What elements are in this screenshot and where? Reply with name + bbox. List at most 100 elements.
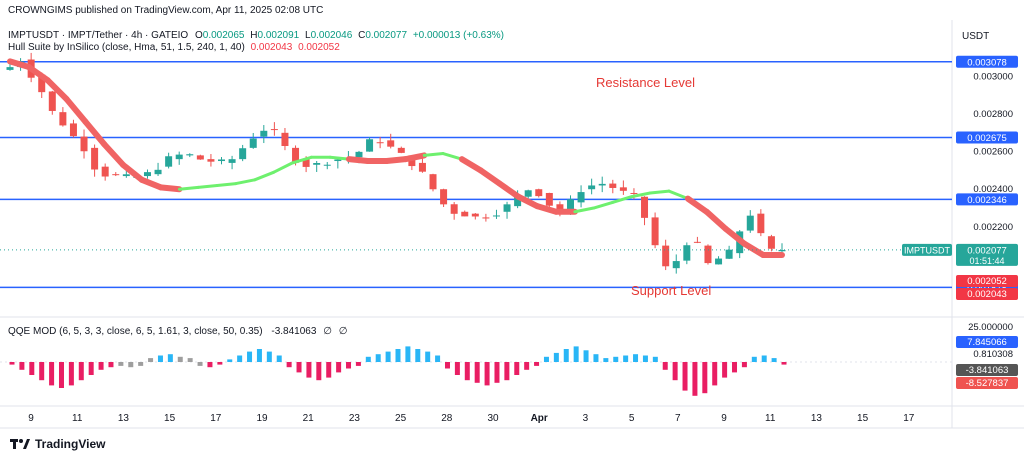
qqe-bar [187,358,193,362]
hull-segment [7,58,32,71]
price-tick-label: 0.003000 [973,71,1013,82]
qqe-value-tag [956,336,1018,348]
candle-body [196,155,204,160]
hull-segment [44,77,70,102]
hull-segment [234,178,257,186]
candle-body [313,162,321,165]
candle-body [524,190,532,197]
tradingview-brand[interactable]: TradingView [10,437,105,451]
candle-body [38,74,46,93]
symbol-name: IMPTUSDT · IMPT/Tether · 4h · GATEIO [8,30,189,41]
qqe-bar [148,358,154,362]
countdown-label: 01:51:44 [969,256,1004,266]
hull-indicator-line[interactable]: Hull Suite by InSilico (close, Hma, 51, … [8,42,340,53]
qqe-bar [355,362,361,366]
qqe-bar [682,362,688,391]
hull-segment [722,225,748,247]
hull-segment [458,156,484,174]
hull-price-tag [956,275,1018,287]
qqe-value-label: -3.841063 [966,365,1009,376]
qqe-bar [702,362,708,394]
candle-body [281,132,289,147]
candle-body [471,213,479,217]
ohlc-h: 0.002091 [257,30,300,41]
qqe-bar [29,362,35,375]
qqe-bar [256,349,262,362]
candle-body [59,112,67,126]
time-tick-label: 3 [583,413,589,424]
candle-body [767,236,775,249]
candle-body [429,174,437,190]
currency-label[interactable]: USDT [962,31,990,42]
time-tick-label: 9 [28,413,34,424]
candle-body [503,204,511,212]
candle-body [122,174,130,177]
hull-segment [422,152,445,157]
hull-segment [534,203,560,215]
qqe-bar [712,362,718,386]
hull-segment [157,184,183,193]
qqe-bar [167,354,173,362]
hull-segment [441,152,464,161]
qqe-bar [722,362,728,378]
candle-body [651,217,659,246]
qqe-tick-label: 25.000000 [968,322,1013,333]
ohlc-o: 0.002065 [202,30,245,41]
tradingview-brand-text: TradingView [35,437,106,451]
qqe-bar [68,362,74,386]
qqe-na-1: ∅ [323,326,332,337]
qqe-bar [217,362,223,365]
price-tick-label: 0.002600 [973,147,1013,158]
candle-body [598,183,606,186]
qqe-bar [672,362,678,381]
candle-body [619,187,627,191]
qqe-bar [207,362,213,368]
hull-segment [573,206,596,214]
ohlc-h-label: H [250,30,258,41]
hull-segment [63,95,89,125]
qqe-bar [98,362,104,370]
candle-body [101,166,109,177]
qqe-indicator-line[interactable]: QQE MOD (6, 5, 3, 3, close, 6, 5, 1.61, … [8,326,347,337]
qqe-bar [593,354,599,362]
qqe-bar [494,362,500,383]
hull-segment [138,176,164,191]
candle-body [143,172,151,177]
time-tick-label: 15 [164,413,176,424]
annotation-resistance: Resistance Level [596,75,695,90]
candle-body [323,164,331,166]
candle-body [662,245,670,267]
candle-body [556,204,564,213]
qqe-bar [88,362,94,375]
ohlc-c: 0.002077 [365,30,408,41]
level-price-label: 0.002675 [967,133,1007,144]
hull-segment [177,185,200,191]
candle-body [270,129,278,131]
time-tick-label: 19 [256,413,268,424]
candle-body [175,154,183,160]
candle-body [6,67,14,70]
time-tick-label: 30 [487,413,499,424]
level-price-tag [956,55,1018,68]
qqe-bar [553,352,559,362]
level-price-tag [956,131,1018,144]
qqe-bar [662,362,668,370]
time-tick-label: 21 [303,413,315,424]
qqe-bar [415,349,421,362]
hull-segment [101,141,126,168]
qqe-value-label: -8.527837 [966,378,1009,389]
hull-segment [684,195,710,215]
hull-value-1: 0.002043 [250,42,293,53]
last-price-label: 0.002077 [967,245,1007,256]
candle-body [746,215,754,231]
price-tick-label: 0.002800 [973,109,1013,120]
qqe-bar [128,362,134,368]
qqe-bar [197,362,203,366]
symbol-line[interactable]: IMPTUSDT · IMPT/Tether · 4h · GATEIO O0.… [8,30,504,41]
candle-body [588,185,596,190]
qqe-bar [365,356,371,362]
candle-body [609,183,617,188]
candle-body [725,249,733,259]
qqe-bar [771,358,777,362]
